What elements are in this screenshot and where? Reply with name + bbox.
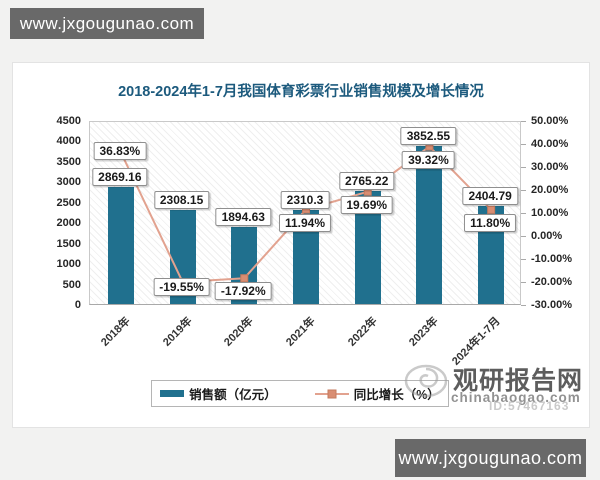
legend-item-growth: 同比增长（%） bbox=[314, 384, 440, 403]
legend-item-sales: 销售额（亿元） bbox=[160, 384, 277, 403]
y-tick-label-right: 30.00% bbox=[531, 161, 569, 173]
plot-area bbox=[89, 121, 521, 305]
y-tick-label-left: 2000 bbox=[56, 217, 81, 230]
line-marker-icon bbox=[314, 389, 349, 398]
value-label: 2765.22 bbox=[339, 171, 395, 190]
y-tick-label-left: 0 bbox=[74, 299, 81, 311]
x-tick-label: 2024年1-7月 bbox=[450, 315, 503, 368]
growth-label: -19.55% bbox=[153, 277, 210, 296]
y-tick-label-right: 40.00% bbox=[531, 138, 569, 150]
value-label: 1894.63 bbox=[215, 207, 271, 226]
bottom-watermark-text: www.jxgougunao.com bbox=[398, 447, 583, 468]
value-label: 2310.3 bbox=[280, 190, 330, 209]
value-label: 2869.16 bbox=[92, 167, 148, 186]
x-tick-label: 2020年 bbox=[222, 315, 256, 349]
y-tick-mark bbox=[521, 121, 526, 122]
x-tick-label: 2019年 bbox=[160, 315, 195, 349]
y-tick-mark bbox=[521, 236, 526, 237]
chart-title: 2018-2024年1-7月我国体育彩票行业销售规模及增长情况 bbox=[118, 84, 484, 100]
legend-growth-label: 同比增长（%） bbox=[353, 388, 440, 402]
value-label: 3852.55 bbox=[400, 127, 457, 146]
y-tick-label-left: 500 bbox=[62, 278, 81, 291]
x-tick-label: 2021年 bbox=[284, 315, 318, 349]
y-tick-label-left: 4000 bbox=[56, 135, 81, 148]
y-tick-mark bbox=[521, 167, 526, 168]
y-tick-label-left: 2500 bbox=[56, 196, 81, 209]
y-tick-mark bbox=[521, 190, 526, 191]
legend: 销售额（亿元） 同比增长（%） bbox=[151, 380, 449, 407]
x-tick-label: 2018年 bbox=[98, 315, 133, 349]
y-tick-mark bbox=[521, 213, 526, 214]
y-tick-mark bbox=[521, 282, 526, 283]
y-tick-label-right: -30.00% bbox=[531, 299, 572, 311]
y-tick-label-right: 20.00% bbox=[531, 184, 569, 196]
growth-label: 39.32% bbox=[402, 150, 455, 169]
growth-label: -17.92% bbox=[214, 282, 272, 301]
y-tick-mark bbox=[521, 144, 526, 145]
y-tick-label-left: 1500 bbox=[56, 237, 81, 250]
y-tick-label-right: -20.00% bbox=[531, 276, 572, 288]
value-label: 2404.79 bbox=[462, 186, 518, 205]
y-tick-label-left: 3000 bbox=[56, 176, 81, 189]
growth-label: 11.80% bbox=[464, 213, 517, 232]
bottom-watermark: www.jxgougunao.com bbox=[395, 439, 586, 477]
y-tick-mark bbox=[521, 305, 526, 306]
y-tick-label-left: 4500 bbox=[56, 115, 81, 127]
y-tick-label-right: 50.00% bbox=[531, 115, 569, 127]
value-label: 2308.15 bbox=[153, 190, 210, 209]
line-marker bbox=[487, 205, 496, 214]
y-tick-label-right: -10.00% bbox=[531, 253, 572, 265]
y-tick-label-left: 3500 bbox=[56, 155, 81, 168]
legend-sales-label: 销售额（亿元） bbox=[189, 388, 277, 402]
y-tick-label-right: 10.00% bbox=[531, 207, 569, 219]
sales-bar bbox=[416, 146, 443, 304]
growth-label: 11.94% bbox=[278, 213, 332, 232]
stamp-domain: chinabaogao.com bbox=[451, 390, 581, 405]
growth-label: 19.69% bbox=[340, 195, 394, 214]
chart-card: 2018-2024年1-7月我国体育彩票行业销售规模及增长情况 4500 4000… bbox=[12, 62, 590, 428]
sales-bar bbox=[107, 186, 134, 304]
y-tick-label-right: 0.00% bbox=[531, 230, 563, 242]
y-tick-mark bbox=[521, 259, 526, 260]
top-watermark-text: www.jxgougunao.com bbox=[19, 13, 195, 33]
stamp-name: 观研报告网 bbox=[453, 367, 584, 395]
line-marker bbox=[240, 274, 249, 283]
x-tick-label: 2023年 bbox=[407, 315, 442, 349]
bar-swatch-icon bbox=[160, 390, 185, 397]
y-tick-label-left: 1000 bbox=[56, 258, 81, 271]
stamp-id: ID:57467163 bbox=[489, 399, 570, 413]
top-watermark: www.jxgougunao.com bbox=[10, 8, 204, 39]
x-tick-label: 2022年 bbox=[345, 315, 380, 349]
growth-label: 36.83% bbox=[93, 142, 147, 161]
